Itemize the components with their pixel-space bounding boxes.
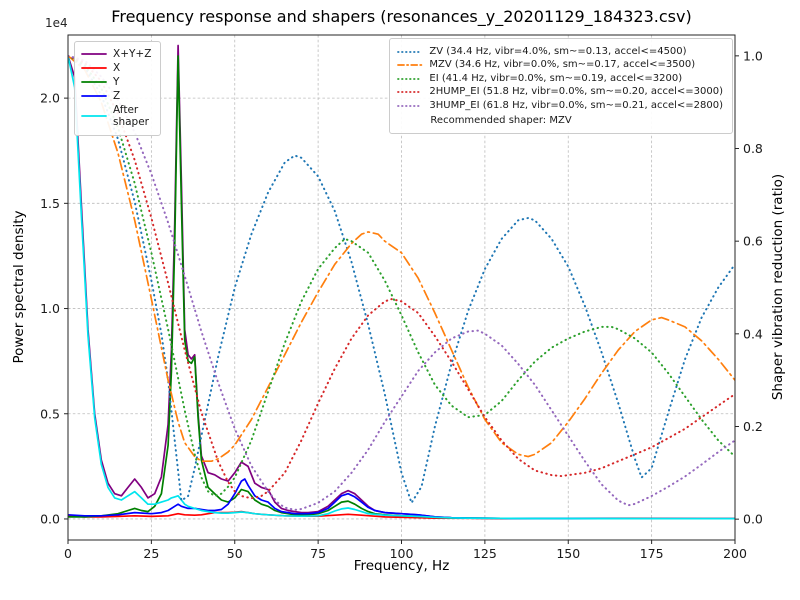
y-right-tick-label: 1.0	[743, 48, 763, 63]
x-tick-label: 75	[310, 546, 326, 561]
legend-label: ZV (34.4 Hz, vibr=4.0%, sm~=0.13, accel<…	[429, 45, 687, 57]
legend-swatch-line	[81, 66, 107, 69]
legend-swatch-line	[81, 95, 107, 97]
legend-label: After shaper	[113, 103, 150, 129]
series-group	[68, 44, 735, 520]
legend-label: Y	[113, 75, 120, 88]
legend-label: Z	[113, 89, 121, 102]
y-left-tick-label: 2.0	[40, 91, 60, 106]
x-tick-label: 150	[556, 546, 580, 561]
x-tick-label: 125	[473, 546, 497, 561]
series-line-MZV	[68, 54, 735, 463]
legend-item-X: X	[81, 62, 151, 75]
y-right-tick-label: 0.8	[743, 141, 763, 156]
legend-swatch-line	[397, 104, 424, 107]
legend-left: X+Y+Z X Y Z After shaper	[74, 41, 162, 136]
x-tick-label: 0	[64, 546, 72, 561]
legend-item-Y: Y	[81, 76, 151, 89]
legend-item-Z: Z	[81, 90, 151, 103]
legend-swatch-line	[81, 81, 107, 83]
series-line-After shaper	[68, 55, 735, 520]
y-right-tick-label: 0.4	[743, 326, 763, 341]
series-line-2HUMP_EI	[68, 54, 735, 500]
y-left-tick-label: 0.0	[40, 511, 60, 526]
x-tick-label: 100	[390, 546, 414, 561]
y-left-tick-label: 0.5	[40, 406, 60, 421]
legend-label: 3HUMP_EI (61.8 Hz, vibr=0.0%, sm~=0.21, …	[429, 99, 723, 111]
x-tick-label: 25	[143, 546, 159, 561]
y-axis-label-left: Power spectral density	[11, 210, 27, 364]
legend-item-After shaper: After shaper	[81, 104, 151, 129]
legend-item-MZV: MZV (34.6 Hz, vibr=0.0%, sm~=0.17, accel…	[397, 59, 723, 71]
legend-label: EI (41.4 Hz, vibr=0.0%, sm~=0.19, accel<…	[429, 72, 683, 84]
legend-item-X+Y+Z: X+Y+Z	[81, 48, 151, 61]
legend-swatch-line	[81, 52, 107, 55]
chart-title: Frequency response and shapers (resonanc…	[111, 7, 692, 26]
series-line-ZV	[68, 54, 735, 504]
x-tick-label: 50	[227, 546, 243, 561]
y-right-tick-label: 0.6	[743, 234, 763, 249]
legend-item-3HUMP_EI: 3HUMP_EI (61.8 Hz, vibr=0.0%, sm~=0.21, …	[397, 100, 723, 112]
legend-label: X	[113, 61, 121, 74]
legend-swatch-line	[397, 64, 424, 66]
legend-item-2HUMP_EI: 2HUMP_EI (51.8 Hz, vibr=0.0%, sm~=0.20, …	[397, 86, 723, 98]
series-line-3HUMP_EI	[68, 54, 735, 511]
legend-item-ZV: ZV (34.4 Hz, vibr=4.0%, sm~=0.13, accel<…	[397, 46, 723, 58]
legend-swatch-line	[397, 91, 424, 93]
tick-labels: 0 25 50 75 100 125 150 175 200 0.0 0.5 1.0 1.5 2.0 0.0…	[40, 48, 763, 561]
series-line-EI	[68, 54, 735, 497]
legend-swatch-line	[81, 115, 107, 118]
y-axis-offset-text: 1e4	[45, 16, 68, 30]
legend-right: ZV (34.4 Hz, vibr=4.0%, sm~=0.13, accel<…	[389, 38, 733, 134]
x-axis-label: Frequency, Hz	[353, 558, 450, 574]
recommended-shaper-text: Recommended shaper: MZV	[430, 114, 572, 126]
y-right-tick-label: 0.2	[743, 419, 763, 434]
y-left-tick-label: 1.0	[40, 301, 60, 316]
x-tick-label: 200	[723, 546, 747, 561]
legend-item-EI: EI (41.4 Hz, vibr=0.0%, sm~=0.19, accel<…	[397, 73, 723, 85]
legend-label: X+Y+Z	[113, 47, 152, 60]
legend-label: MZV (34.6 Hz, vibr=0.0%, sm~=0.17, accel…	[429, 59, 696, 70]
y-left-tick-label: 1.5	[40, 196, 60, 211]
y-axis-label-right: Shaper vibration reduction (ratio)	[770, 173, 786, 401]
y-right-tick-label: 0.0	[743, 512, 763, 527]
x-tick-label: 175	[640, 546, 664, 561]
legend-swatch-line	[397, 50, 424, 53]
legend-swatch-line	[397, 77, 424, 80]
legend-label: 2HUMP_EI (51.8 Hz, vibr=0.0%, sm~=0.20, …	[429, 86, 723, 97]
